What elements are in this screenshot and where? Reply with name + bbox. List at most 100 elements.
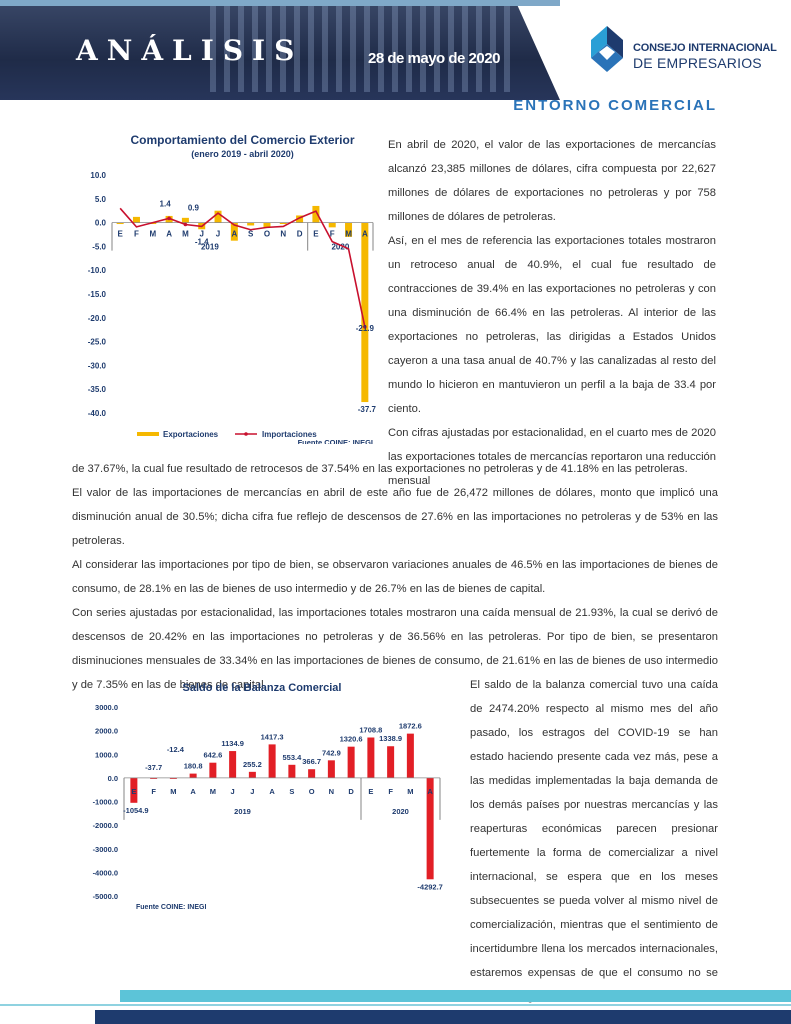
imports-text-block: de 37.67%, la cual fue resultado de retr… <box>72 457 718 697</box>
x-tick-label: F <box>151 787 156 796</box>
x-tick-label: E <box>368 787 373 796</box>
page-header: ANÁLISIS 28 de mayo de 2020 CONSEJO INTE… <box>0 0 791 110</box>
export-bar <box>345 222 353 237</box>
balance-bar <box>189 773 197 778</box>
export-bar <box>181 217 189 223</box>
section-title: ENTORNO COMERCIAL <box>513 97 717 114</box>
value-label: 180.8 <box>184 762 203 771</box>
export-bar <box>132 216 140 223</box>
balance-bar <box>327 760 335 778</box>
legend-label: Importaciones <box>262 430 317 439</box>
x-tick-label: O <box>264 230 270 239</box>
paragraph: Con cifras ajustadas por estacionalidad,… <box>388 427 716 487</box>
y-tick-label: -25.0 <box>88 338 107 347</box>
header-banner <box>0 0 560 100</box>
x-tick-label: M <box>407 787 413 796</box>
paragraph: El valor de las importaciones de mercanc… <box>72 487 718 547</box>
balance-bar <box>268 744 276 778</box>
y-tick-label: -3000.0 <box>93 845 118 854</box>
x-tick-label: M <box>149 230 156 239</box>
y-tick-label: -35.0 <box>88 385 107 394</box>
value-label: 1872.6 <box>399 722 422 731</box>
x-tick-label: J <box>199 230 203 239</box>
import-point <box>183 222 188 227</box>
y-tick-label: -1000.0 <box>93 798 118 807</box>
balance-bar <box>387 746 395 778</box>
publication-date: 28 de mayo de 2020 <box>368 50 500 67</box>
chart-source: Fuente COINE: INEGI <box>136 904 206 911</box>
import-point <box>167 216 171 221</box>
x-tick-label: D <box>348 787 354 796</box>
balance-bar <box>169 777 177 779</box>
value-label: 1417.3 <box>261 732 284 741</box>
logo-line-1: CONSEJO INTERNACIONAL <box>633 42 777 54</box>
logo-emblem-icon <box>591 26 623 72</box>
export-bar <box>312 205 320 223</box>
balance-bar <box>248 771 256 778</box>
logo-line-2: DE EMPRESARIOS <box>633 55 762 71</box>
import-point <box>363 325 367 329</box>
x-tick-label: M <box>170 787 176 796</box>
x-tick-label: N <box>329 787 334 796</box>
value-label: 255.2 <box>243 760 262 769</box>
y-tick-label: -4000.0 <box>93 868 118 877</box>
balance-bar <box>209 762 217 778</box>
balance-text-column: El saldo de la balanza comercial tuvo un… <box>470 673 718 1009</box>
exports-text-column: En abril de 2020, el valor de las export… <box>388 133 716 493</box>
value-label: 1320.6 <box>340 735 363 744</box>
x-tick-label: S <box>248 230 254 239</box>
balance-bar <box>406 733 414 778</box>
value-label: 642.6 <box>203 751 222 760</box>
export-bar <box>279 222 287 225</box>
data-label: -37.7 <box>358 405 377 414</box>
data-label: -21.9 <box>356 324 375 333</box>
y-tick-label: 1000.0 <box>95 750 118 759</box>
x-tick-label: A <box>190 787 196 796</box>
value-label: 1134.9 <box>221 739 244 748</box>
paragraph: En abril de 2020, el valor de las export… <box>388 139 716 223</box>
x-tick-label: F <box>388 787 393 796</box>
x-tick-label: E <box>131 787 136 796</box>
data-label: 0.9 <box>188 204 200 213</box>
value-label: -37.7 <box>145 763 162 772</box>
y-tick-label: -5000.0 <box>93 892 118 901</box>
y-tick-label: 0.0 <box>108 774 118 783</box>
y-tick-label: -5.0 <box>92 242 106 251</box>
x-tick-label: D <box>297 230 303 239</box>
y-tick-label: -2000.0 <box>93 821 118 830</box>
chart-source: Fuente COINE: INEGI <box>298 438 373 444</box>
x-tick-label: A <box>231 230 237 239</box>
balance-bar <box>308 769 316 778</box>
paragraph: de 37.67%, la cual fue resultado de retr… <box>72 463 688 475</box>
footer-divider <box>0 1004 791 1006</box>
footer-stripe-teal <box>120 990 791 1002</box>
x-tick-label: F <box>134 230 139 239</box>
data-label: -1.4 <box>195 237 209 246</box>
y-tick-label: -10.0 <box>88 266 107 275</box>
x-tick-label: A <box>269 787 275 796</box>
y-tick-label: -20.0 <box>88 314 107 323</box>
import-line <box>119 207 366 328</box>
x-tick-label: M <box>210 787 216 796</box>
header-top-stripe <box>0 0 560 6</box>
export-bar <box>263 222 271 228</box>
paragraph: Con series ajustadas por estacionalidad,… <box>72 607 718 691</box>
value-label: -12.4 <box>167 745 185 754</box>
export-bar <box>214 210 222 223</box>
organization-logo: CONSEJO INTERNACIONAL DE EMPRESARIOS <box>587 22 787 77</box>
balance-bar <box>367 737 375 778</box>
paragraph: El saldo de la balanza comercial tuvo un… <box>470 679 718 1003</box>
value-label: 1338.9 <box>379 734 402 743</box>
data-label: 1.4 <box>160 199 172 208</box>
header-city-image <box>210 6 510 92</box>
x-tick-label: M <box>182 230 189 239</box>
legend-marker <box>244 432 248 436</box>
legend-swatch-exports <box>137 432 159 436</box>
export-bar <box>116 222 124 225</box>
year-label: 2020 <box>331 243 349 252</box>
export-bar <box>328 222 336 228</box>
y-tick-label: 0.0 <box>95 219 107 228</box>
export-bar <box>247 222 255 226</box>
y-tick-label: 2000.0 <box>95 727 118 736</box>
export-bar <box>230 222 238 241</box>
